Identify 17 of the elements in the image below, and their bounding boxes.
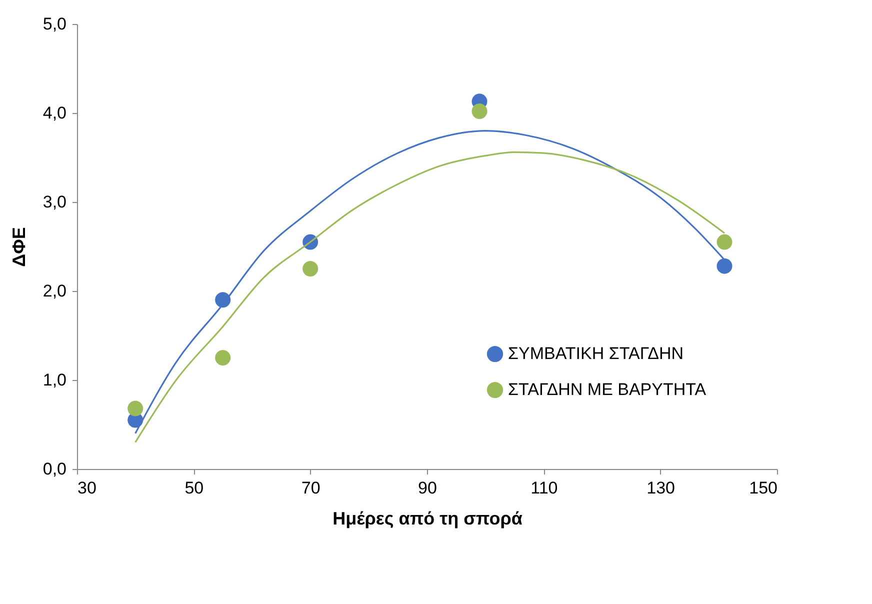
y-tick-label: 2,0 — [42, 282, 66, 300]
legend-label: ΣΤΑΓΔΗΝ ΜΕ ΒΑΡΥΤΗΤΑ — [508, 380, 707, 399]
legend-label: ΣΥΜΒΑΤΙΚΗ ΣΤΑΓΔΗΝ — [508, 344, 684, 363]
x-tick-label: 110 — [530, 478, 558, 498]
y-tick-label: 3,0 — [42, 192, 66, 212]
x-tick-label: 150 — [749, 478, 778, 498]
x-tick-label: 50 — [184, 478, 204, 498]
y-axis-title: ΔΦΕ — [8, 227, 29, 267]
x-tick-label: 30 — [78, 478, 96, 498]
x-tick-label: 130 — [646, 478, 676, 498]
x-tick-label: 70 — [301, 478, 320, 498]
x-tick-label: 90 — [418, 478, 437, 498]
y-tick-label: 5,0 — [42, 14, 66, 34]
y-tick-label: 0,0 — [42, 460, 66, 478]
y-tick-label: 4,0 — [42, 104, 66, 122]
x-axis-title: Ημέρες από τη σπορά — [332, 508, 522, 528]
y-tick-label: 1,0 — [42, 370, 66, 390]
